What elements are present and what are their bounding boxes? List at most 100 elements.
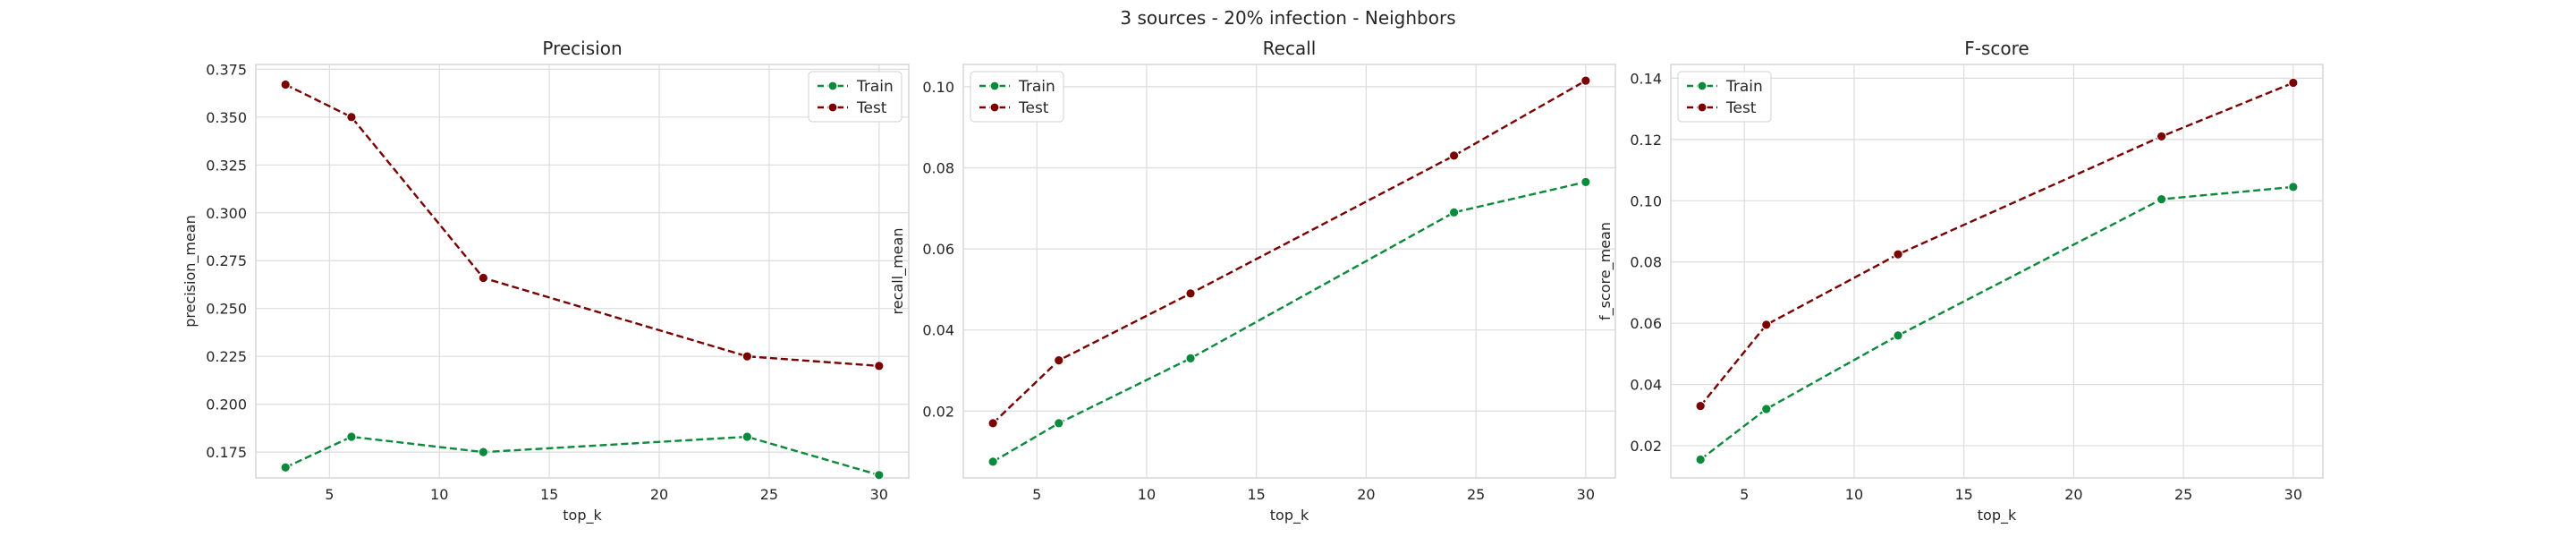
f-score-train-point: [1893, 330, 1903, 341]
f-score-x-tick-label: 30: [2284, 486, 2302, 503]
f-score-legend-train-label: Train: [1725, 78, 1763, 96]
f-score-train-point: [1760, 404, 1772, 414]
precision-test-point: [346, 112, 357, 123]
f-score-legend-train-marker: [1697, 81, 1707, 91]
precision-legend: Train Test: [808, 71, 902, 123]
recall-x-tick-label: 25: [1467, 486, 1485, 503]
precision-panel-y-axis-label: precision_mean: [182, 215, 199, 328]
precision-test-point: [478, 272, 489, 284]
precision-train-point: [478, 447, 489, 457]
recall-legend-test-marker: [989, 102, 1000, 113]
f-score-y-tick-label: 0.08: [1630, 254, 1662, 271]
f-score-y-tick-label: 0.02: [1630, 438, 1662, 455]
recall-x-tick-label: 20: [1357, 486, 1375, 503]
recall-panel-title: Recall: [1263, 38, 1317, 59]
recall-x-tick-label: 15: [1248, 486, 1266, 503]
recall-y-tick-label: 0.08: [922, 160, 954, 177]
f-score-panel-x-axis-label: top_k: [1978, 507, 2017, 524]
f-score-x-tick-label: 25: [2174, 486, 2192, 503]
f-score-test-point: [1760, 320, 1772, 330]
recall-legend-train-marker: [989, 81, 1000, 91]
recall-test-point: [1185, 288, 1196, 299]
precision-train-point: [280, 462, 291, 473]
precision-x-tick-label: 10: [430, 486, 448, 503]
precision-y-tick-label: 0.375: [206, 61, 247, 78]
precision-train-point: [346, 431, 357, 442]
f-score-train-point: [2156, 193, 2167, 205]
f-score-y-tick-label: 0.06: [1630, 315, 1662, 332]
precision-test-point: [280, 79, 291, 90]
precision-x-tick-label: 20: [650, 486, 668, 503]
f-score-x-tick-label: 10: [1845, 486, 1863, 503]
precision-test-point: [874, 361, 885, 371]
precision-panel-title: Precision: [542, 38, 622, 59]
precision-y-tick-label: 0.225: [206, 348, 247, 365]
f-score-y-tick-label: 0.12: [1630, 132, 1662, 149]
f-score-test-point: [2288, 77, 2299, 89]
precision-test-point: [741, 351, 753, 362]
recall-y-tick-label: 0.02: [922, 403, 954, 420]
precision-y-tick-label: 0.350: [206, 109, 247, 126]
recall-test-point: [987, 418, 998, 429]
recall-y-tick-label: 0.10: [922, 79, 954, 96]
f-score-panel: F-score top_k f_score_mean 5 10 15 20 25 30 0.…: [1597, 38, 2324, 524]
recall-legend: Train Test: [970, 71, 1064, 123]
f-score-legend: Train Test: [1677, 71, 1772, 123]
f-score-y-tick-label: 0.14: [1630, 70, 1662, 87]
recall-train-point: [1448, 207, 1460, 218]
f-score-test-point: [1695, 400, 1706, 412]
recall-train-point: [1580, 176, 1591, 188]
f-score-plot-area: [1670, 64, 2324, 479]
recall-plot-area: [962, 64, 1616, 479]
precision-legend-train-marker: [827, 81, 838, 91]
precision-panel: Precision top_k precision_mean 5 10 15 20 25…: [182, 38, 910, 524]
precision-y-tick-label: 0.300: [206, 205, 247, 222]
f-score-grid: [1670, 64, 2324, 479]
f-score-legend-test-marker: [1697, 102, 1707, 113]
recall-grid: [962, 64, 1616, 479]
precision-legend-train-label: Train: [856, 78, 894, 96]
recall-train-point: [987, 456, 998, 467]
f-score-y-tick-label: 0.04: [1630, 377, 1662, 394]
precision-x-tick-label: 15: [540, 486, 558, 503]
figure-suptitle: 3 sources - 20% infection - Neighbors: [1120, 7, 1455, 29]
f-score-test-point: [2156, 131, 2167, 142]
precision-y-tick-label: 0.175: [206, 444, 247, 461]
f-score-panel-y-axis-label: f_score_mean: [1597, 222, 1614, 320]
f-score-x-tick-label: 15: [1955, 486, 1973, 503]
recall-train-point: [1053, 418, 1064, 429]
precision-x-tick-label: 25: [760, 486, 778, 503]
precision-grid: [255, 64, 910, 479]
recall-legend-test-label: Test: [1018, 99, 1049, 117]
precision-train-point: [741, 431, 753, 442]
f-score-train-point: [2288, 182, 2299, 192]
precision-y-tick-label: 0.200: [206, 396, 247, 413]
f-score-panel-title: F-score: [1964, 38, 2029, 59]
precision-panel-x-axis-label: top_k: [563, 507, 602, 524]
precision-y-tick-label: 0.325: [206, 157, 247, 174]
recall-train-line: [992, 181, 1587, 463]
recall-test-point: [1580, 75, 1591, 86]
precision-x-tick-label: 5: [325, 486, 334, 503]
recall-x-tick-label: 5: [1032, 486, 1041, 503]
recall-panel-y-axis-label: recall_mean: [889, 228, 907, 315]
f-score-x-tick-label: 5: [1740, 486, 1749, 503]
precision-train-point: [874, 469, 885, 481]
recall-train-point: [1185, 353, 1196, 364]
recall-x-tick-label: 30: [1577, 486, 1595, 503]
precision-legend-test-marker: [827, 102, 838, 113]
recall-y-tick-label: 0.06: [922, 241, 954, 258]
recall-test-point: [1053, 354, 1064, 366]
recall-legend-train-label: Train: [1018, 78, 1055, 96]
f-score-y-tick-label: 0.10: [1630, 192, 1662, 209]
f-score-x-tick-label: 20: [2064, 486, 2082, 503]
recall-panel-x-axis-label: top_k: [1270, 507, 1309, 524]
f-score-test-point: [1893, 249, 1903, 260]
f-score-train-line: [1699, 185, 2293, 461]
precision-plot-area: [255, 64, 910, 479]
precision-legend-test-label: Test: [856, 99, 887, 117]
recall-y-tick-label: 0.04: [922, 322, 954, 339]
recall-test-point: [1448, 150, 1460, 161]
precision-y-tick-label: 0.275: [206, 252, 247, 269]
